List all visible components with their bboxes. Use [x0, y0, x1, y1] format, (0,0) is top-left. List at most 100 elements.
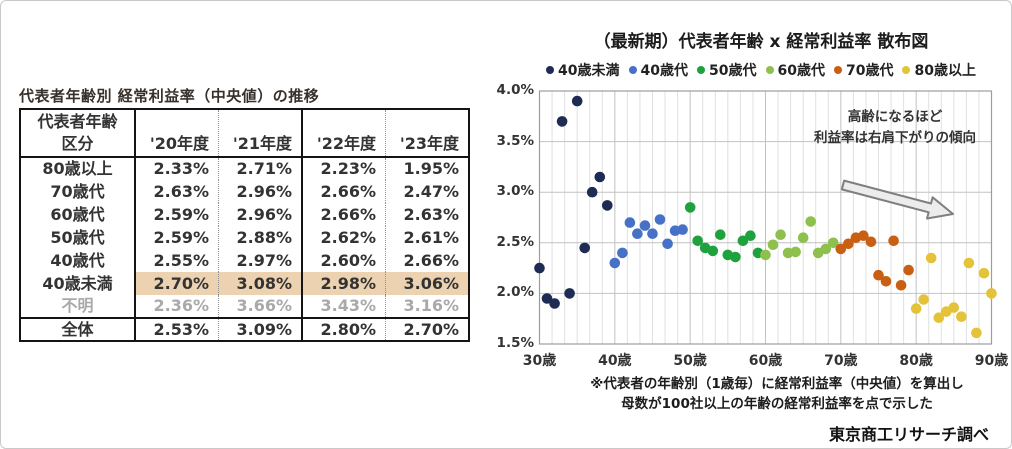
scatter-point: [895, 280, 907, 291]
header-year: '22年度: [302, 109, 386, 158]
legend-label: 40歳未満: [558, 63, 620, 79]
scatter-point: [534, 262, 545, 274]
table-row-total: 全体 2.53% 3.09% 2.80% 2.70%: [20, 317, 469, 341]
legend-item: 40歳未満: [546, 60, 620, 80]
cell-value: 2.66%: [302, 180, 386, 203]
scatter-point: [745, 230, 756, 241]
cell-value: 2.63%: [403, 204, 459, 224]
cell-value: 2.62%: [302, 226, 386, 249]
scatter-point: [594, 171, 606, 183]
scatter-point: [978, 267, 990, 279]
cell-value: 2.59%: [135, 226, 219, 249]
legend-item: 80歳以上: [902, 60, 976, 80]
scatter-points: [534, 95, 997, 339]
legend-dot-icon: [628, 66, 637, 74]
cell-value: 2.80%: [302, 317, 386, 341]
scatter-point: [579, 242, 590, 254]
trend-arrow-icon: [840, 179, 954, 220]
legend-label: 40歳代: [640, 63, 689, 79]
scatter-point: [918, 294, 929, 305]
scatter-point: [737, 235, 749, 247]
row-label: 全体: [20, 317, 136, 341]
scatter-point: [956, 311, 967, 323]
scatter-point: [692, 235, 703, 247]
scatter-point: [730, 251, 741, 263]
legend-item: 50歳代: [697, 60, 757, 80]
cell-value: 2.47%: [403, 181, 459, 201]
cell-value: 2.60%: [302, 249, 386, 272]
scatter-point: [647, 228, 658, 239]
scatter-point: [797, 232, 809, 243]
cell-value: 2.70%: [135, 272, 219, 295]
scatter-point: [971, 327, 982, 339]
table-row-highlighted: 40歳未満 2.70% 3.08% 2.98% 3.06%: [20, 272, 469, 295]
row-label: 50歳代: [20, 226, 136, 249]
legend-dot-icon: [765, 66, 774, 74]
scatter-point: [873, 269, 884, 281]
row-label: 40歳代: [20, 249, 136, 272]
table-row: 40歳代 2.55% 2.97% 2.60% 2.66%: [20, 249, 469, 272]
scatter-point: [948, 302, 960, 313]
scatter-point: [549, 298, 560, 309]
legend-dot-icon: [546, 66, 555, 74]
scatter-point: [775, 229, 786, 240]
scatter-point: [677, 224, 688, 235]
cell-value: 2.98%: [302, 272, 386, 295]
scatter-point: [624, 217, 636, 228]
legend-label: 80歳以上: [914, 63, 976, 79]
scatter-point: [556, 116, 568, 127]
scatter-point: [910, 303, 922, 314]
table-row: 60歳代 2.59% 2.96% 2.66% 2.63%: [20, 203, 469, 226]
cell-value: 3.09%: [218, 317, 303, 341]
row-label: 不明: [20, 295, 136, 318]
scatter-point: [662, 238, 673, 250]
legend-label: 50歳代: [709, 63, 757, 79]
cell-value: 2.66%: [302, 203, 386, 226]
cell-value: 2.36%: [135, 295, 219, 318]
legend-dot-icon: [833, 66, 842, 74]
scatter-point: [654, 214, 666, 225]
cell-value: 2.88%: [218, 226, 303, 249]
table-header-row: 代表者年齢 区分 '20年度 '21年度 '22年度 '23年度: [20, 109, 469, 158]
legend-dot-icon: [697, 66, 706, 74]
header-year: '20年度: [135, 109, 219, 158]
cell-value: 2.96%: [218, 180, 303, 203]
scatter-point: [767, 239, 779, 251]
grid-lines: [538, 90, 993, 345]
cell-value: 2.63%: [135, 180, 219, 203]
cell-value: 2.23%: [302, 157, 386, 180]
scatter-point: [925, 252, 937, 264]
chart-legend: 40歳未満 40歳代 50歳代 60歳代 70歳代 80歳以上: [509, 60, 1011, 80]
chart-footnote: ※代表者の年齢別（1歳毎）に経常利益率（中央値）を算出し 母数が100社以上の年…: [590, 376, 964, 413]
scatter-point: [541, 293, 553, 304]
scatter-point: [760, 249, 771, 261]
scatter-point: [586, 186, 598, 198]
cell-value: 3.16%: [403, 296, 459, 315]
cell-value: 3.43%: [302, 295, 386, 318]
scatter-point: [617, 247, 628, 259]
scatter-point: [571, 95, 583, 107]
cell-value: 2.61%: [403, 227, 459, 247]
profit-rate-table: 代表者年齢 区分 '20年度 '21年度 '22年度 '23年度 80歳以上 2…: [19, 108, 470, 342]
scatter-point: [632, 228, 643, 239]
chart-title: （最新期）代表者年齢 x 経常利益率 散布図: [593, 32, 929, 52]
scatter-point: [843, 238, 854, 250]
header-age-category: 代表者年齢 区分: [20, 109, 136, 158]
row-label: 80歳以上: [20, 157, 136, 180]
scatter-point: [963, 257, 975, 269]
cell-value: 3.08%: [218, 272, 303, 295]
legend-item: 70歳代: [833, 60, 893, 80]
cell-value: 3.06%: [385, 272, 469, 295]
table-row: 70歳代 2.63% 2.96% 2.66% 2.47%: [20, 180, 469, 203]
legend-item: 40歳代: [628, 60, 689, 80]
scatter-point: [820, 243, 832, 255]
chart-annotation: 高齢になるほど 利益率は右肩下がりの傾向: [814, 109, 976, 146]
scatter-point: [684, 202, 696, 213]
scatter-point: [835, 243, 847, 255]
scatter-point: [903, 264, 914, 276]
cell-value: 2.59%: [135, 203, 219, 226]
plot-border: [538, 90, 993, 345]
scatter-point: [707, 245, 719, 257]
row-label: 40歳未満: [20, 272, 136, 295]
